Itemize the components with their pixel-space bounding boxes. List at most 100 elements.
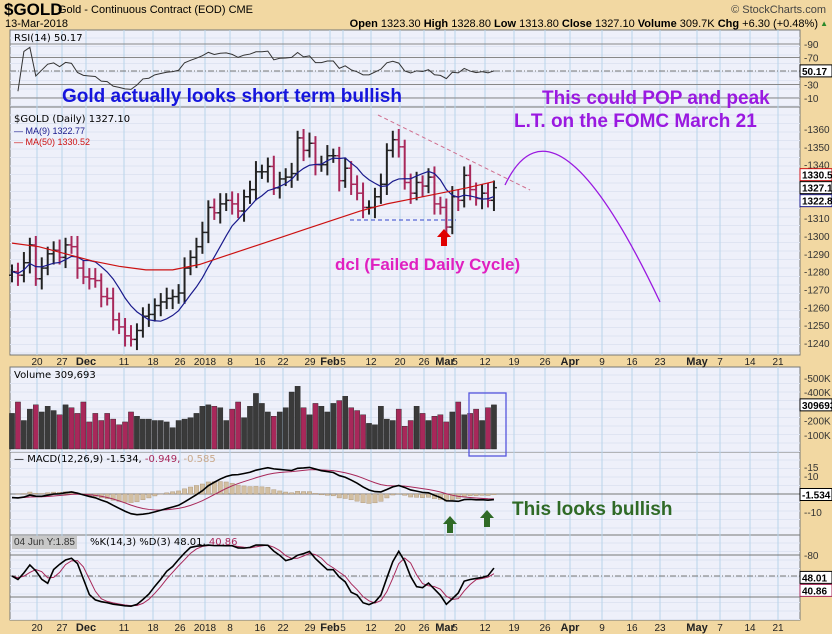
date-label: Feb — [320, 356, 340, 368]
macd-tick-label: -10 — [804, 472, 819, 483]
volume-bar — [122, 421, 128, 450]
date-label: 27 — [56, 623, 68, 634]
volume-bar — [199, 406, 206, 450]
date-label: 7 — [717, 623, 723, 634]
macd-histogram-bar — [45, 492, 51, 495]
macd-histogram-bar — [283, 491, 289, 495]
date-label: 12 — [479, 357, 491, 368]
volume-bar — [407, 420, 414, 450]
close-value: 1327.10 — [594, 18, 635, 30]
date-label: 5 — [340, 623, 346, 634]
volume-bar — [413, 406, 420, 450]
macd-histogram-bar — [313, 493, 318, 495]
date-label: 11 — [119, 357, 130, 368]
volume-tick-label: -100K — [804, 431, 831, 442]
brand[interactable]: © StockCharts.com — [731, 4, 826, 16]
date-label: Dec — [76, 622, 96, 634]
date-label: 29 — [304, 357, 316, 368]
open-label: Open — [349, 18, 378, 30]
macd-histogram-bar — [360, 493, 366, 503]
macd-histogram-bar — [140, 493, 146, 500]
date-label: 16 — [254, 623, 266, 634]
volume-bar — [318, 406, 325, 450]
volume-bar — [15, 401, 21, 450]
date-label: Mar — [435, 622, 455, 634]
volume-bar — [395, 408, 402, 450]
macd-histogram-bar — [473, 493, 479, 497]
volume-tag-box — [799, 398, 832, 412]
crosshair-tooltip: 04 Jun Y:1.85 — [12, 536, 77, 549]
rsi-tag: 50.17 — [802, 67, 827, 78]
date-label: Mar — [435, 356, 455, 368]
macd-histogram-bar — [330, 493, 336, 497]
volume-bar — [366, 423, 372, 450]
macd-histogram-bar — [426, 493, 431, 498]
date-label: 20 — [31, 623, 43, 634]
volume-bar — [265, 411, 271, 450]
high-value: 1328.80 — [451, 18, 491, 30]
ma9-legend: — MA(9) 1322.77 — [14, 126, 86, 136]
price-tick-label: -1300 — [804, 232, 830, 243]
macd-histogram-bar — [116, 493, 122, 502]
price-tick-label: -1360 — [804, 125, 830, 136]
date-label: Feb — [320, 622, 340, 634]
volume-bar — [146, 418, 152, 450]
volume-bar — [276, 411, 283, 450]
volume-bar — [33, 404, 39, 450]
volume-bar — [461, 414, 468, 450]
price-tick-label: -1270 — [804, 285, 830, 296]
macd-histogram-bar — [295, 491, 300, 495]
ma9-tag-box — [799, 194, 832, 208]
price-tick-label: -1240 — [804, 339, 830, 350]
macd-signal-line — [11, 469, 494, 511]
volume-bar — [68, 407, 75, 450]
macd-histogram-bar — [110, 493, 116, 501]
volume-bar — [354, 410, 360, 450]
date-label: May — [686, 356, 708, 368]
date-label: 16 — [626, 623, 638, 634]
annotation-dcl: dcl (Failed Daily Cycle) — [335, 255, 521, 274]
volume-bar — [50, 410, 57, 450]
volume-bar — [271, 416, 277, 450]
date-label: 16 — [254, 357, 266, 368]
volume-bar — [443, 421, 450, 450]
date-label: 21 — [772, 623, 784, 634]
macd-histogram-bar — [491, 493, 497, 495]
volume-bar — [229, 408, 235, 450]
macd-histogram-bar — [372, 493, 378, 504]
date-label: 26 — [174, 357, 186, 368]
volume-bar — [479, 420, 485, 450]
volume-bar — [86, 421, 93, 450]
volume-bar — [467, 413, 473, 450]
close-label: Close — [561, 18, 592, 30]
macd-histogram-bar — [402, 493, 408, 496]
volume-bar — [163, 421, 170, 450]
price-legend: $GOLD (Daily) 1327.10 — [14, 114, 131, 125]
price-tick-label: -1340 — [804, 161, 830, 172]
low-value: 1313.80 — [519, 18, 559, 30]
ma50-legend-text: MA(50) 1330.52 — [25, 137, 91, 147]
chg-value: +6.30 (+0.48%) — [742, 18, 818, 30]
volume-bar — [419, 413, 426, 450]
macd-histogram-bar — [146, 493, 152, 499]
volume-bar — [128, 411, 134, 450]
macd-histogram-bar — [384, 493, 390, 499]
date-label: Apr — [561, 622, 581, 634]
price-tick-label: -1290 — [804, 250, 830, 261]
stoch-k-tag: 48.01 — [802, 573, 827, 584]
volume-bar — [9, 413, 15, 450]
date-label: 7 — [717, 357, 723, 368]
volume-bar — [372, 424, 378, 450]
macd-histogram-bar — [336, 493, 342, 499]
macd-histogram-bar — [152, 493, 158, 497]
rsi-line — [17, 46, 495, 92]
macd-histogram-bar — [301, 491, 306, 495]
volume-bar — [282, 407, 289, 450]
date-label: Dec — [76, 356, 96, 368]
volume-bar — [312, 403, 319, 450]
macd-histogram-bar — [182, 488, 187, 495]
stoch-d-tag: 40.86 — [802, 586, 827, 597]
trendline-dashed — [377, 114, 531, 191]
volume-bar — [134, 416, 140, 450]
